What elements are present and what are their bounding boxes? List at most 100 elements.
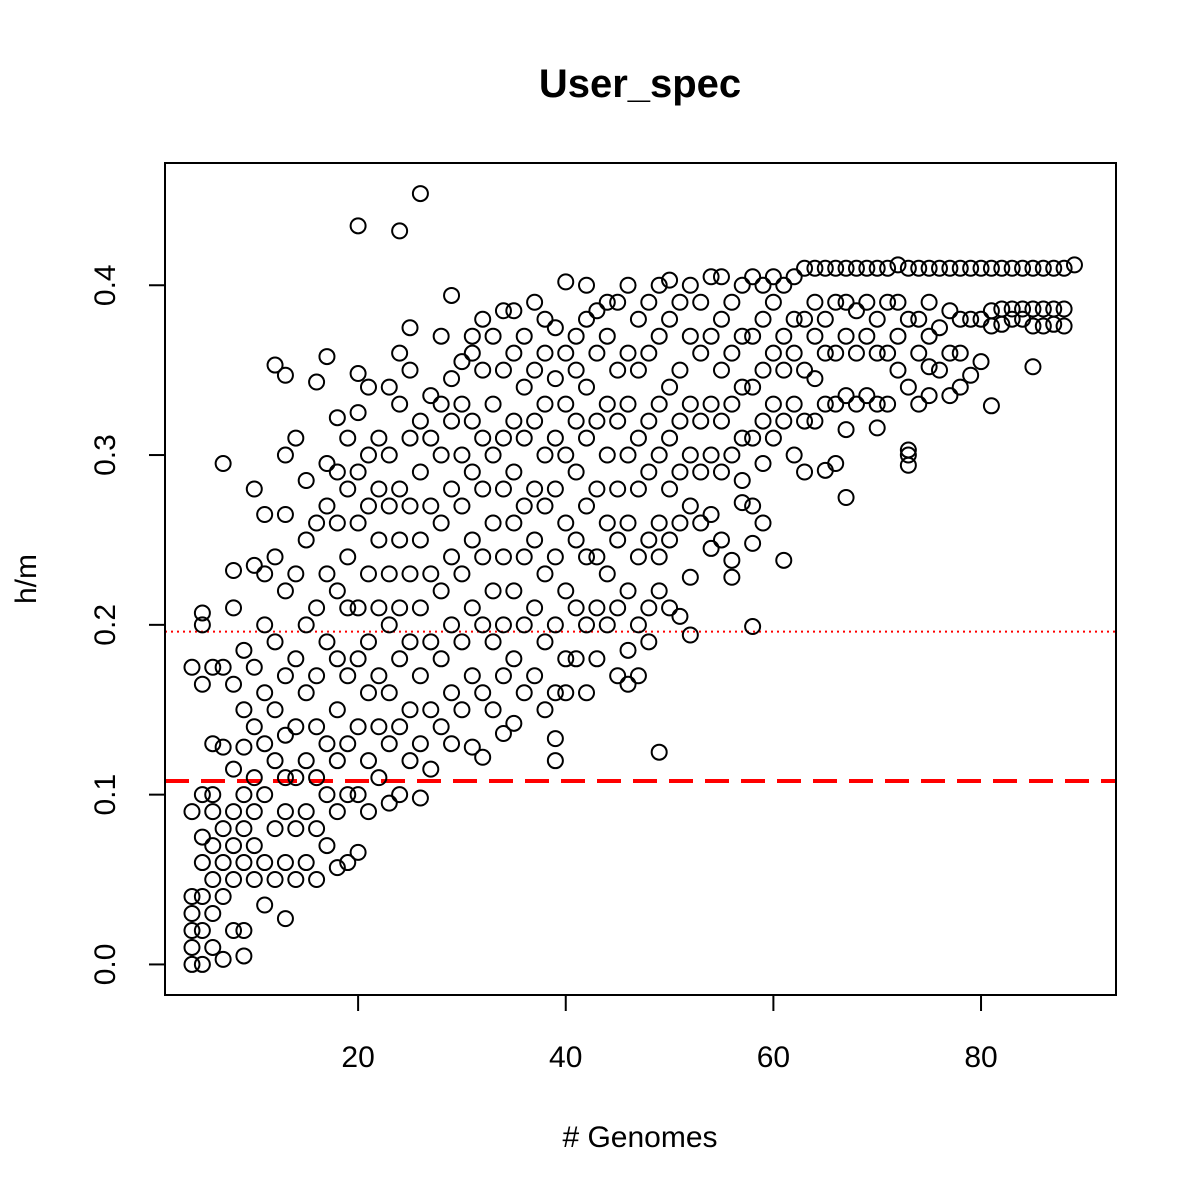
data-point <box>982 302 1000 320</box>
data-point <box>650 514 668 532</box>
data-point <box>702 446 720 464</box>
data-point <box>796 310 814 328</box>
data-point <box>546 480 564 498</box>
data-point <box>245 718 263 736</box>
data-point <box>339 786 357 804</box>
data-point <box>339 548 357 566</box>
data-point <box>796 361 814 379</box>
data-point <box>557 684 575 702</box>
data-point <box>1024 358 1042 376</box>
data-point <box>432 718 450 736</box>
data-point <box>422 497 440 515</box>
data-point <box>899 310 917 328</box>
data-point <box>225 562 243 580</box>
data-point <box>526 531 544 549</box>
data-point <box>546 548 564 566</box>
data-point <box>1003 310 1021 328</box>
y-axis: 0.0 0.1 0.2 0.3 0.4 <box>89 264 166 985</box>
data-point <box>578 429 596 447</box>
data-point <box>391 480 409 498</box>
data-point <box>318 837 336 855</box>
data-point <box>609 599 627 617</box>
data-point <box>370 480 388 498</box>
data-point <box>276 726 294 744</box>
data-point <box>619 446 637 464</box>
data-point <box>359 684 377 702</box>
data-point <box>359 497 377 515</box>
data-point <box>401 633 419 651</box>
data-point <box>578 616 596 634</box>
data-point <box>858 387 876 405</box>
data-point <box>287 429 305 447</box>
data-point <box>463 344 481 362</box>
data-point <box>629 548 647 566</box>
data-point <box>754 276 772 294</box>
data-point <box>588 599 606 617</box>
data-point <box>474 548 492 566</box>
data-point <box>1045 315 1063 333</box>
data-point <box>339 667 357 685</box>
data-point <box>256 565 274 583</box>
data-point <box>650 327 668 345</box>
data-point <box>287 565 305 583</box>
data-point <box>515 497 533 515</box>
data-point <box>494 667 512 685</box>
data-point <box>505 650 523 668</box>
data-point <box>629 361 647 379</box>
data-point <box>993 300 1011 318</box>
data-point <box>723 395 741 413</box>
data-point <box>671 607 689 625</box>
data-point <box>775 276 793 294</box>
data-point <box>328 752 346 770</box>
x-tick-label: 60 <box>757 1041 790 1074</box>
data-point <box>588 302 606 320</box>
data-point <box>401 752 419 770</box>
data-point <box>546 370 564 388</box>
data-point <box>640 463 658 481</box>
data-point <box>318 786 336 804</box>
data-point <box>443 735 461 753</box>
data-point <box>494 480 512 498</box>
data-point <box>193 616 211 634</box>
data-point <box>640 531 658 549</box>
data-point <box>837 327 855 345</box>
data-point <box>567 531 585 549</box>
data-point <box>775 327 793 345</box>
data-point <box>629 616 647 634</box>
data-point <box>567 361 585 379</box>
data-point <box>256 896 274 914</box>
data-point <box>276 769 294 787</box>
data-point <box>567 599 585 617</box>
data-point <box>318 348 336 366</box>
data-point <box>557 650 575 668</box>
data-point <box>557 514 575 532</box>
data-point <box>494 429 512 447</box>
data-point <box>453 353 471 371</box>
data-point <box>557 344 575 362</box>
data-point <box>681 626 699 644</box>
data-point <box>526 667 544 685</box>
data-point <box>474 684 492 702</box>
data-point <box>941 387 959 405</box>
data-point <box>806 259 824 277</box>
data-point <box>401 701 419 719</box>
data-point <box>391 786 409 804</box>
data-point <box>432 446 450 464</box>
data-point <box>391 599 409 617</box>
data-point <box>422 701 440 719</box>
data-point <box>411 667 429 685</box>
data-point <box>578 378 596 396</box>
data-point <box>297 472 315 490</box>
data-point <box>1065 256 1083 274</box>
x-tick-label: 40 <box>549 1041 582 1074</box>
data-point <box>422 633 440 651</box>
data-point <box>484 395 502 413</box>
data-point <box>567 463 585 481</box>
data-point <box>557 446 575 464</box>
data-point <box>588 650 606 668</box>
data-point <box>256 684 274 702</box>
data-point <box>609 667 627 685</box>
data-point <box>557 395 575 413</box>
data-point <box>640 599 658 617</box>
data-point <box>692 293 710 311</box>
